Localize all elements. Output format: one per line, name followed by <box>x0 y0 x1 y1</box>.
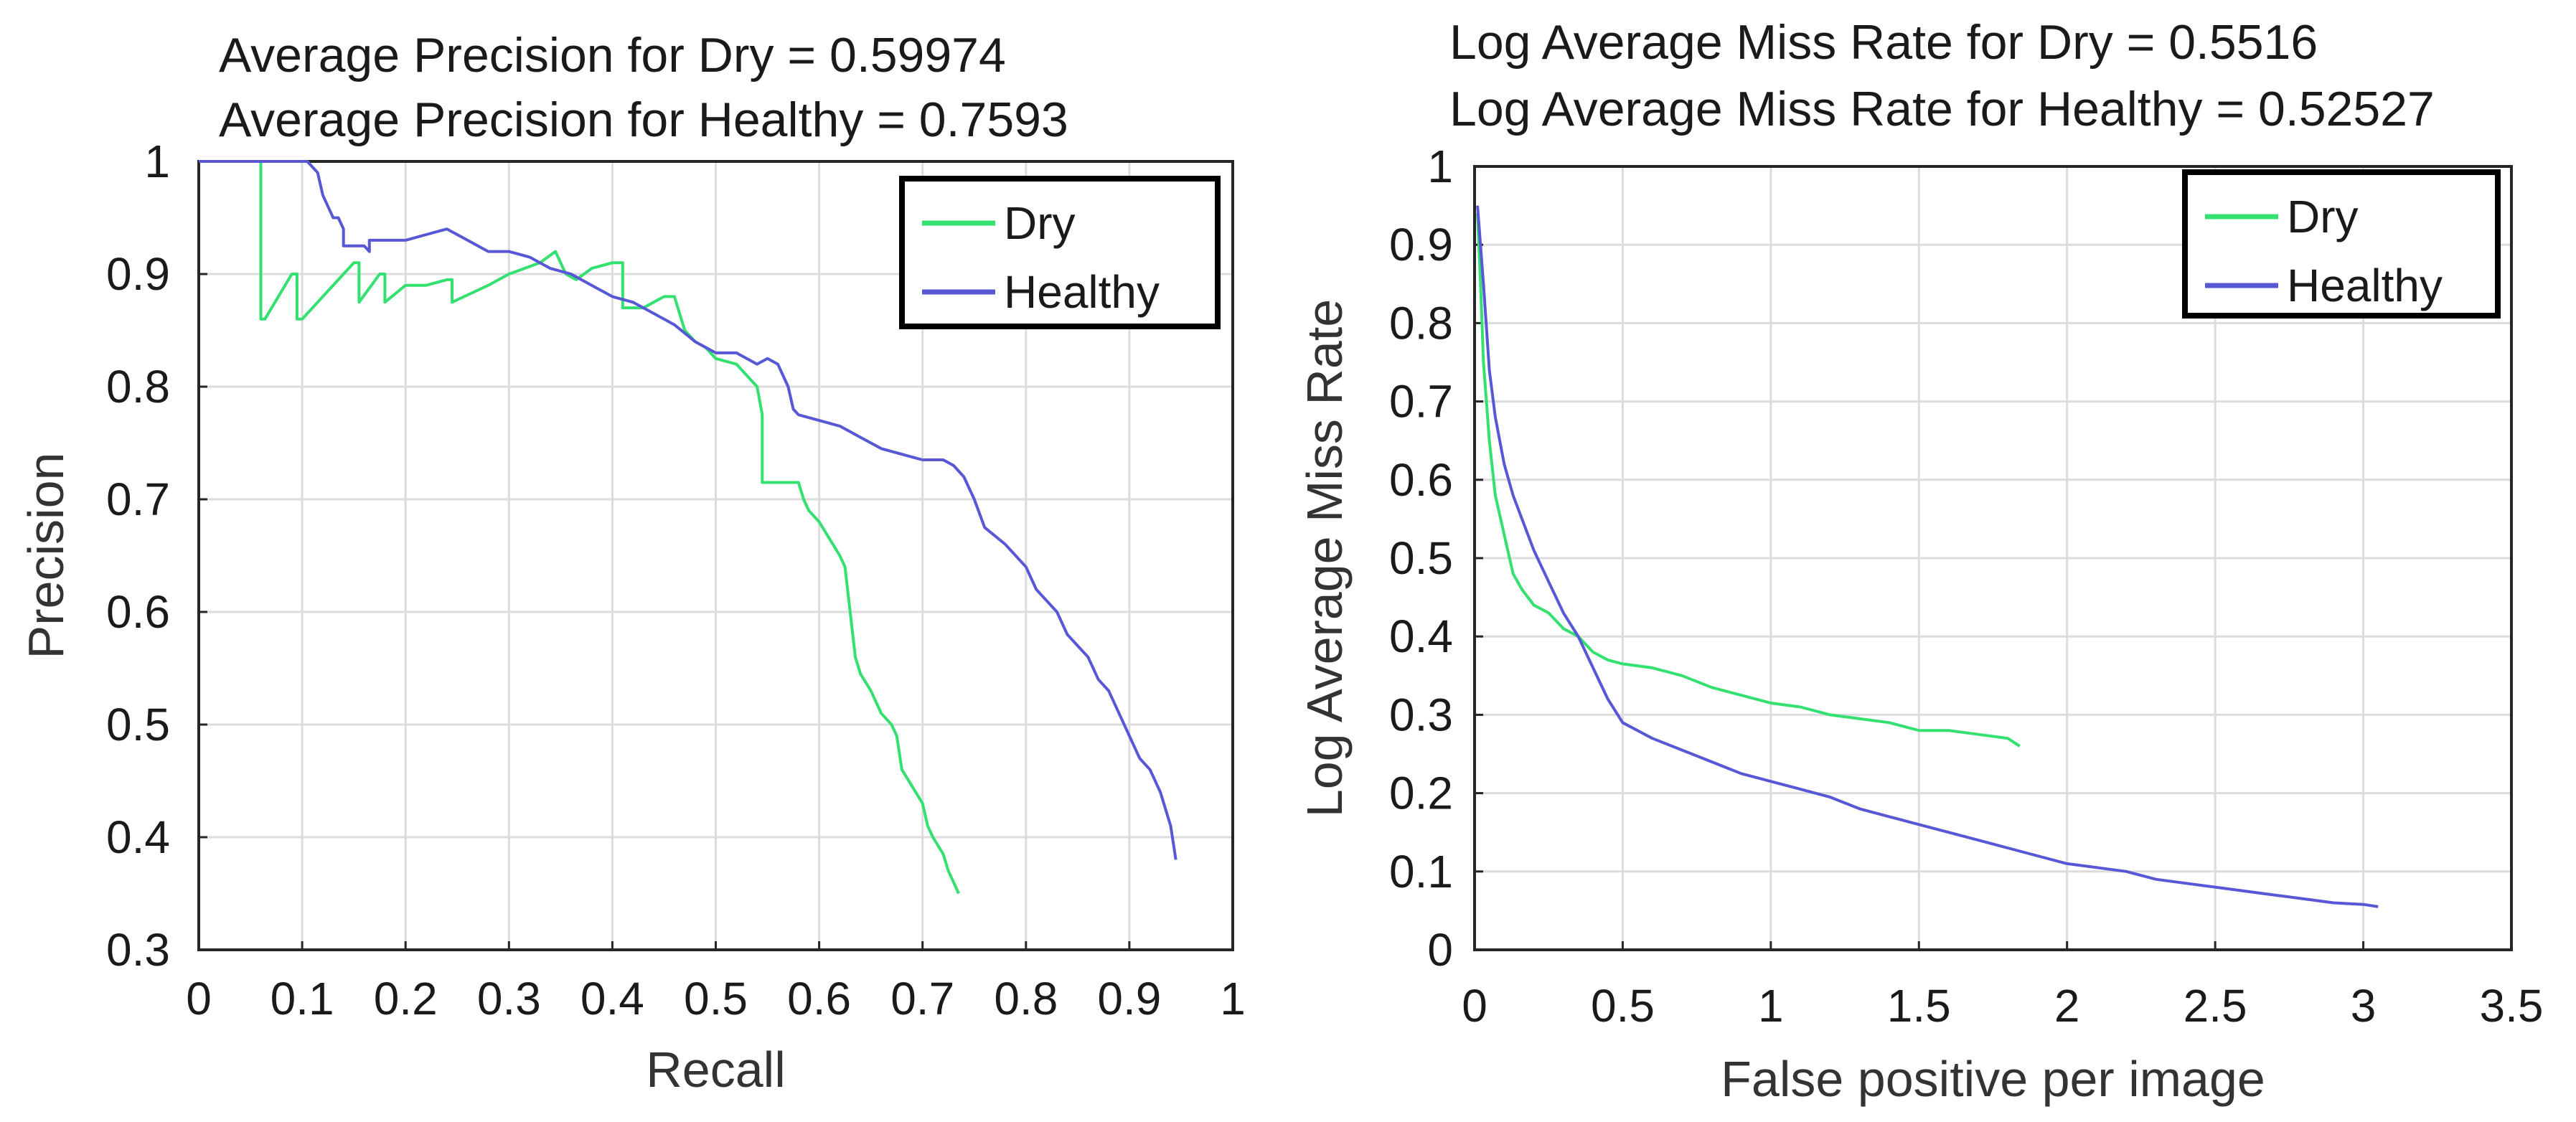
y-tick-label: 0.8 <box>1389 297 1453 349</box>
y-tick-label: 1 <box>1427 141 1453 192</box>
series-line-dry <box>1476 213 2021 748</box>
y-tick-label: 0.2 <box>1389 768 1453 819</box>
x-tick-label: 0.9 <box>1097 973 1161 1024</box>
x-tick-label: 0.5 <box>684 973 748 1024</box>
y-axis-label: Log Average Miss Rate <box>1297 299 1353 817</box>
chart-title-line: Average Precision for Healthy = 0.7593 <box>219 93 1068 147</box>
x-tick-label: 2.5 <box>2184 980 2247 1032</box>
y-tick-label: 0.4 <box>1389 610 1453 662</box>
legend-label: Healthy <box>2287 260 2443 311</box>
y-tick-label: 0.7 <box>106 473 170 525</box>
x-tick-label: 2 <box>2054 980 2080 1032</box>
x-tick-label: 0.2 <box>374 973 438 1024</box>
x-tick-label: 0.8 <box>994 973 1058 1024</box>
chart-title-line: Average Precision for Dry = 0.59974 <box>219 28 1006 82</box>
x-axis-label: Recall <box>646 1042 786 1098</box>
legend-label: Healthy <box>1004 266 1160 318</box>
y-tick-label: 1 <box>144 136 170 187</box>
legend-label: Dry <box>1004 197 1076 249</box>
y-tick-label: 0.7 <box>1389 376 1453 428</box>
x-tick-label: 0.1 <box>271 973 334 1024</box>
legend-box <box>2182 169 2501 319</box>
series-line-healthy <box>199 160 1177 860</box>
x-tick-label: 0.6 <box>787 973 851 1024</box>
y-tick-label: 0 <box>1427 924 1453 976</box>
y-tick-label: 0.6 <box>1389 454 1453 506</box>
x-tick-label: 1 <box>1220 973 1246 1024</box>
x-tick-label: 3.5 <box>2480 980 2544 1032</box>
y-tick-label: 0.4 <box>106 811 170 863</box>
x-tick-label: 0.7 <box>890 973 954 1024</box>
y-tick-label: 0.5 <box>1389 532 1453 584</box>
y-axis-label: Precision <box>18 453 74 659</box>
x-tick-label: 3 <box>2351 980 2377 1032</box>
y-tick-label: 0.3 <box>1389 689 1453 740</box>
y-tick-label: 0.9 <box>106 248 170 300</box>
y-tick-label: 0.5 <box>106 699 170 750</box>
y-tick-label: 0.9 <box>1389 219 1453 270</box>
x-axis-label: False positive per image <box>1721 1051 2265 1107</box>
chart-title-line: Log Average Miss Rate for Dry = 0.5516 <box>1449 15 2318 70</box>
x-tick-label: 1.5 <box>1887 980 1951 1032</box>
x-tick-label: 1 <box>1758 980 1784 1032</box>
y-tick-label: 0.1 <box>1389 846 1453 897</box>
x-tick-label: 0 <box>1462 980 1487 1032</box>
legend-label: Dry <box>2287 191 2359 242</box>
y-tick-label: 0.3 <box>106 924 170 976</box>
miss-rate-chart: 0 0.5 1 1.5 2 2.5 3 3.5 0 0.1 0.2 0.3 0.4 0.5 0.6 0.7 0.… <box>1297 15 2543 1107</box>
x-tick-label: 0.4 <box>580 973 644 1024</box>
series-line-dry <box>199 160 960 895</box>
x-tick-label: 0.3 <box>477 973 541 1024</box>
legend-box <box>899 176 1221 329</box>
series-line-healthy <box>1476 205 2379 908</box>
x-tick-label: 0.5 <box>1591 980 1655 1032</box>
precision-recall-chart: 0 0.1 0.2 0.3 0.4 0.5 0.6 0.7 0.8 0.9 1 0.3 0.4 0.5 0.… <box>18 28 1246 1098</box>
chart-title-line: Log Average Miss Rate for Healthy = 0.52… <box>1449 82 2435 136</box>
x-tick-label: 0 <box>186 973 212 1024</box>
y-tick-label: 0.6 <box>106 586 170 638</box>
y-tick-label: 0.8 <box>106 361 170 412</box>
